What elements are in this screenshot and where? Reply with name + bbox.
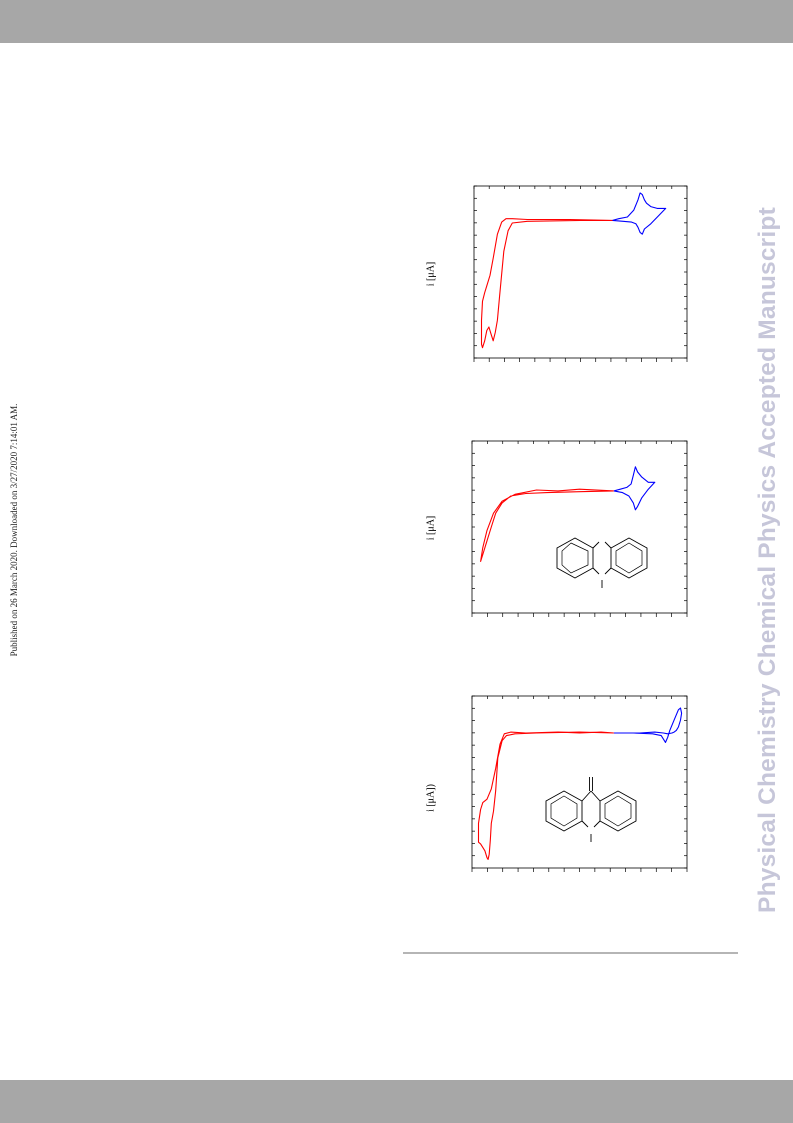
header-bar [0,0,793,43]
footer-bar [0,1080,793,1123]
red-cv-curve [480,488,614,562]
cv-panel-1: i [μA] [415,175,705,375]
cv-plot-1 [473,185,688,362]
blue-cv-curve [613,707,683,743]
plot-frame [473,185,688,359]
curves [477,707,683,860]
molecule-structure-2 [545,777,637,842]
axis-ticks [473,185,688,362]
blue-cv-curve [612,192,667,235]
section-rule [403,952,738,954]
publication-note: Published on 26 March 2020. Downloaded o… [9,403,19,657]
cv-plot-3 [471,695,688,872]
red-cv-curve [480,218,613,349]
axis-ticks [471,695,688,872]
plot-frame [471,695,688,869]
cv-panel-2: i [μA] [415,430,705,630]
blue-cv-curve [613,466,656,511]
cv-plot-2 [471,440,688,617]
axis-ticks [471,440,688,617]
plot-frame [471,440,688,614]
cv-panel-3: i [μA]) [415,685,705,885]
journal-watermark: Physical Chemistry Chemical Physics Acce… [754,207,781,913]
curves [480,466,656,562]
curves [480,192,667,349]
red-cv-curve [477,731,614,860]
molecule-structure-1 [556,537,648,588]
